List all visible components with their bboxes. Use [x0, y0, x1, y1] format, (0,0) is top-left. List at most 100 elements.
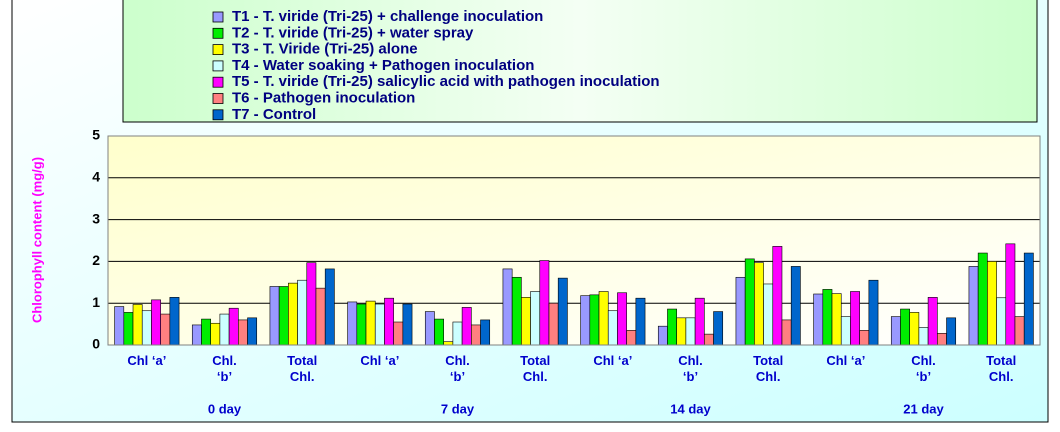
x-tick-label: Chl ‘a’	[127, 353, 166, 368]
bar	[393, 321, 404, 346]
bar	[626, 330, 637, 346]
bar	[813, 293, 824, 346]
plot-area	[108, 136, 1040, 345]
x-tick-label: Total Chl.	[287, 353, 317, 384]
bar	[946, 317, 957, 346]
x-tick-label: Chl ‘a’	[360, 353, 399, 368]
legend-label: T6 - Pathogen inoculation	[232, 89, 415, 106]
bar	[511, 276, 522, 346]
bar	[191, 324, 202, 346]
bar	[667, 308, 677, 346]
bar	[1005, 243, 1016, 346]
x-tick-label: Chl ‘a’	[826, 353, 865, 368]
bar	[704, 333, 714, 346]
bar	[735, 276, 746, 346]
x-tick-label: Chl. ‘b’	[678, 353, 703, 384]
y-tick-label: 3	[92, 210, 100, 226]
x-tick-label: Chl. ‘b’	[212, 353, 237, 384]
bar	[356, 303, 367, 346]
bar	[772, 246, 783, 346]
legend-label: T1 - T. viride (Tri-25) + challenge inoc…	[232, 8, 543, 25]
bar	[713, 311, 724, 346]
x-tick-label: Chl ‘a’	[593, 353, 632, 368]
bar	[315, 287, 326, 346]
bar	[374, 303, 385, 346]
bar	[850, 291, 860, 346]
group-label: 14 day	[670, 401, 711, 416]
bar	[996, 297, 1007, 346]
bar	[927, 297, 938, 346]
bar	[219, 313, 230, 346]
bar	[384, 297, 394, 346]
bar	[402, 303, 413, 346]
bar	[987, 261, 997, 346]
bar	[918, 327, 929, 346]
plot-border	[107, 135, 1041, 346]
bar	[114, 306, 125, 346]
bar	[909, 312, 920, 346]
legend-swatch	[212, 27, 224, 39]
bar	[859, 330, 870, 346]
bar	[1014, 316, 1025, 346]
legend-swatch	[212, 76, 224, 88]
bar	[781, 319, 792, 346]
x-tick-label: Total Chl.	[753, 353, 783, 384]
legend-swatch	[212, 44, 224, 55]
bar	[306, 262, 317, 346]
bar	[900, 308, 910, 346]
y-tick-label: 4	[92, 169, 100, 185]
bar	[123, 312, 134, 346]
bar	[434, 318, 444, 346]
bar	[247, 317, 258, 346]
bar	[278, 286, 289, 346]
bar	[160, 313, 171, 346]
legend-swatch	[212, 93, 224, 104]
bar	[580, 295, 591, 346]
group-label: 21 day	[903, 401, 944, 416]
legend-label: T4 - Water soaking + Pathogen inoculatio…	[232, 57, 534, 74]
group-label: 0 day	[208, 401, 242, 416]
bar	[452, 321, 463, 346]
group-label: 7 day	[441, 401, 475, 416]
bar	[890, 316, 901, 346]
y-tick-label: 5	[92, 127, 100, 143]
bar	[502, 268, 513, 346]
legend-swatch	[212, 109, 224, 121]
bar	[763, 283, 774, 346]
y-tick-label: 1	[92, 294, 100, 310]
bar	[977, 252, 988, 346]
legend-swatch	[212, 60, 224, 72]
bar	[831, 293, 842, 346]
legend-swatch	[212, 11, 224, 23]
y-tick-label: 0	[92, 336, 100, 352]
x-tick-label: Chl. ‘b’	[911, 353, 936, 384]
bar	[589, 294, 600, 346]
bar	[607, 310, 618, 346]
bar	[676, 317, 687, 346]
bar	[548, 302, 559, 346]
bar	[365, 300, 376, 346]
x-tick-label: Total Chl.	[520, 353, 550, 384]
bar	[530, 291, 541, 346]
legend-label: T7 - Control	[232, 106, 316, 123]
bar	[132, 304, 143, 346]
bar	[151, 299, 161, 346]
bar	[521, 297, 531, 346]
bar	[169, 297, 180, 346]
y-tick-label: 2	[92, 252, 100, 268]
bar	[617, 292, 627, 346]
bar	[635, 297, 646, 346]
bar	[141, 310, 152, 346]
bar	[557, 277, 568, 346]
bar	[754, 262, 764, 346]
legend-box	[122, 0, 1038, 123]
bar	[685, 317, 696, 346]
bar	[269, 286, 280, 346]
bar	[480, 319, 491, 346]
legend-label: T3 - T. Viride (Tri-25) alone	[232, 41, 418, 58]
bar	[657, 325, 668, 346]
bar	[297, 279, 308, 346]
bar	[1023, 252, 1034, 346]
bar	[228, 307, 239, 346]
